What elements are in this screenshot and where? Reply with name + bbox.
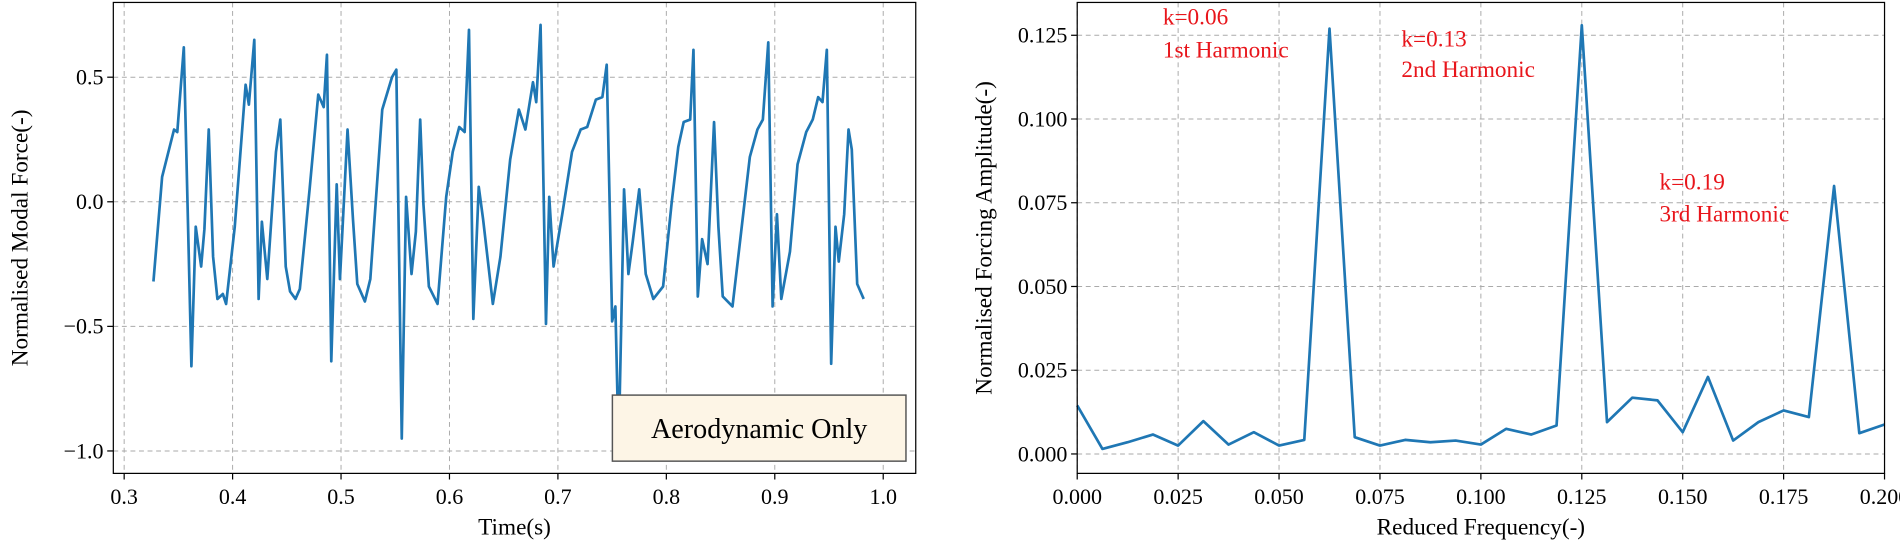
x-tick-label: 0.100 [1456, 484, 1506, 509]
legend-box [611, 394, 907, 462]
x-tick-label: 0.7 [544, 484, 572, 509]
x-tick-label: 0.200 [1860, 484, 1900, 509]
x-tick-label: 0.075 [1355, 484, 1405, 509]
x-tick-label: 0.3 [110, 484, 137, 509]
plot-frame [112, 1, 917, 474]
x-tick-label: 0.125 [1557, 484, 1607, 509]
y-axis-label: Normalised Forcing Amplitude(-) [972, 81, 998, 395]
y-tick-label: 0.0 [76, 189, 104, 214]
x-tick-label: 0.150 [1658, 484, 1708, 509]
x-axis-label: Reduced Frequency(-) [1377, 515, 1585, 541]
annotation: 2nd Harmonic [1401, 57, 1535, 83]
x-tick-label: 0.025 [1153, 484, 1203, 509]
annotation: k=0.06 [1163, 4, 1228, 30]
x-tick-label: 0.9 [761, 484, 789, 509]
x-axis-label: Time(s) [478, 515, 551, 541]
y-tick-label: 0.025 [1018, 358, 1068, 383]
y-tick-label: 0.050 [1018, 274, 1068, 299]
x-tick-label: 1.0 [869, 484, 897, 509]
x-tick-label: 0.8 [653, 484, 681, 509]
y-tick-label: 0.100 [1018, 106, 1068, 131]
line [152, 23, 865, 450]
legend-label: Aerodynamic Only [651, 414, 867, 445]
x-tick-label: 0.4 [219, 484, 247, 509]
annotation: 3rd Harmonic [1659, 201, 1789, 227]
y-tick-label: 0.125 [1018, 23, 1068, 48]
x-tick-label: 0.6 [436, 484, 464, 509]
y-tick-label: 0.5 [76, 65, 104, 90]
x-tick-label: 0.000 [1052, 484, 1102, 509]
y-tick-label: 0.075 [1018, 190, 1068, 215]
y-tick-label: 0.000 [1018, 441, 1068, 466]
y-axis-label: Normalised Modal Force(-) [8, 110, 34, 367]
plot-frame [1076, 1, 1886, 474]
y-tick-label: −0.5 [64, 314, 104, 339]
y-tick-label: −1.0 [64, 438, 104, 463]
annotation: 1st Harmonic [1163, 37, 1289, 63]
line [1076, 23, 1885, 451]
x-tick-label: 0.5 [327, 484, 355, 509]
x-tick-label: 0.050 [1254, 484, 1304, 509]
annotation: k=0.19 [1659, 170, 1724, 196]
annotation: k=0.13 [1401, 26, 1466, 52]
x-tick-label: 0.175 [1759, 484, 1809, 509]
